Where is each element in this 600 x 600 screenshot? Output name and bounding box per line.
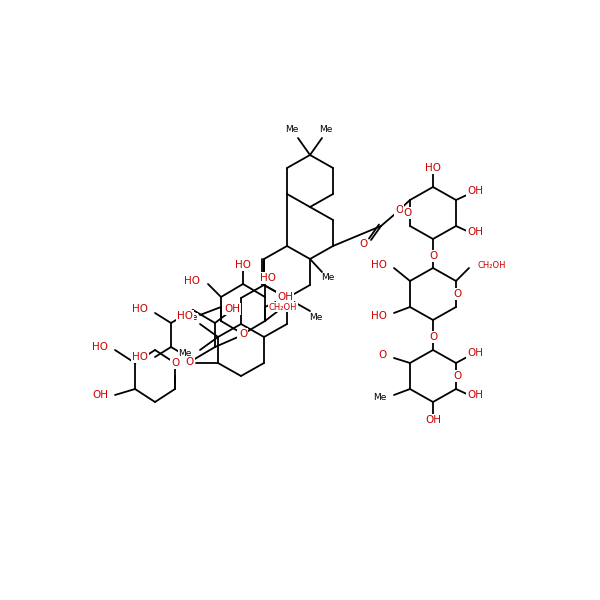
Text: OH: OH	[92, 390, 108, 400]
Text: OH: OH	[467, 227, 483, 237]
Text: OH: OH	[467, 186, 483, 196]
Text: O: O	[429, 251, 437, 261]
Text: HO: HO	[260, 273, 276, 283]
Text: HO: HO	[132, 352, 148, 362]
Text: O: O	[359, 239, 367, 249]
Text: HO: HO	[177, 311, 193, 321]
Text: O: O	[238, 329, 246, 339]
Text: HO: HO	[371, 260, 387, 270]
Text: OH: OH	[467, 348, 483, 358]
Text: O: O	[186, 358, 194, 368]
Text: Me: Me	[322, 274, 335, 283]
Text: O: O	[171, 358, 179, 368]
Text: Me: Me	[374, 394, 387, 403]
Text: O: O	[239, 329, 247, 339]
Text: O: O	[395, 205, 403, 215]
Text: OH: OH	[224, 304, 240, 314]
Text: HO: HO	[132, 304, 148, 314]
Text: O: O	[454, 289, 462, 299]
Text: HO: HO	[371, 311, 387, 321]
Text: O: O	[404, 208, 412, 218]
Text: CH₂OH: CH₂OH	[477, 260, 505, 269]
Text: OH: OH	[467, 390, 483, 400]
Text: Me: Me	[286, 125, 299, 134]
Text: O: O	[186, 357, 194, 367]
Text: CH₂OH: CH₂OH	[269, 302, 297, 311]
Text: HO: HO	[92, 342, 108, 352]
Text: OH: OH	[425, 415, 441, 425]
Text: Me: Me	[178, 349, 191, 358]
Text: HO: HO	[235, 260, 251, 270]
Text: OH: OH	[277, 292, 293, 302]
Text: O: O	[379, 350, 387, 360]
Text: Me: Me	[184, 313, 197, 323]
Text: HO: HO	[425, 163, 441, 173]
Text: Me: Me	[310, 313, 323, 322]
Text: O: O	[429, 332, 437, 342]
Text: HO: HO	[184, 276, 200, 286]
Text: Me: Me	[319, 125, 332, 134]
Text: O: O	[454, 371, 462, 381]
